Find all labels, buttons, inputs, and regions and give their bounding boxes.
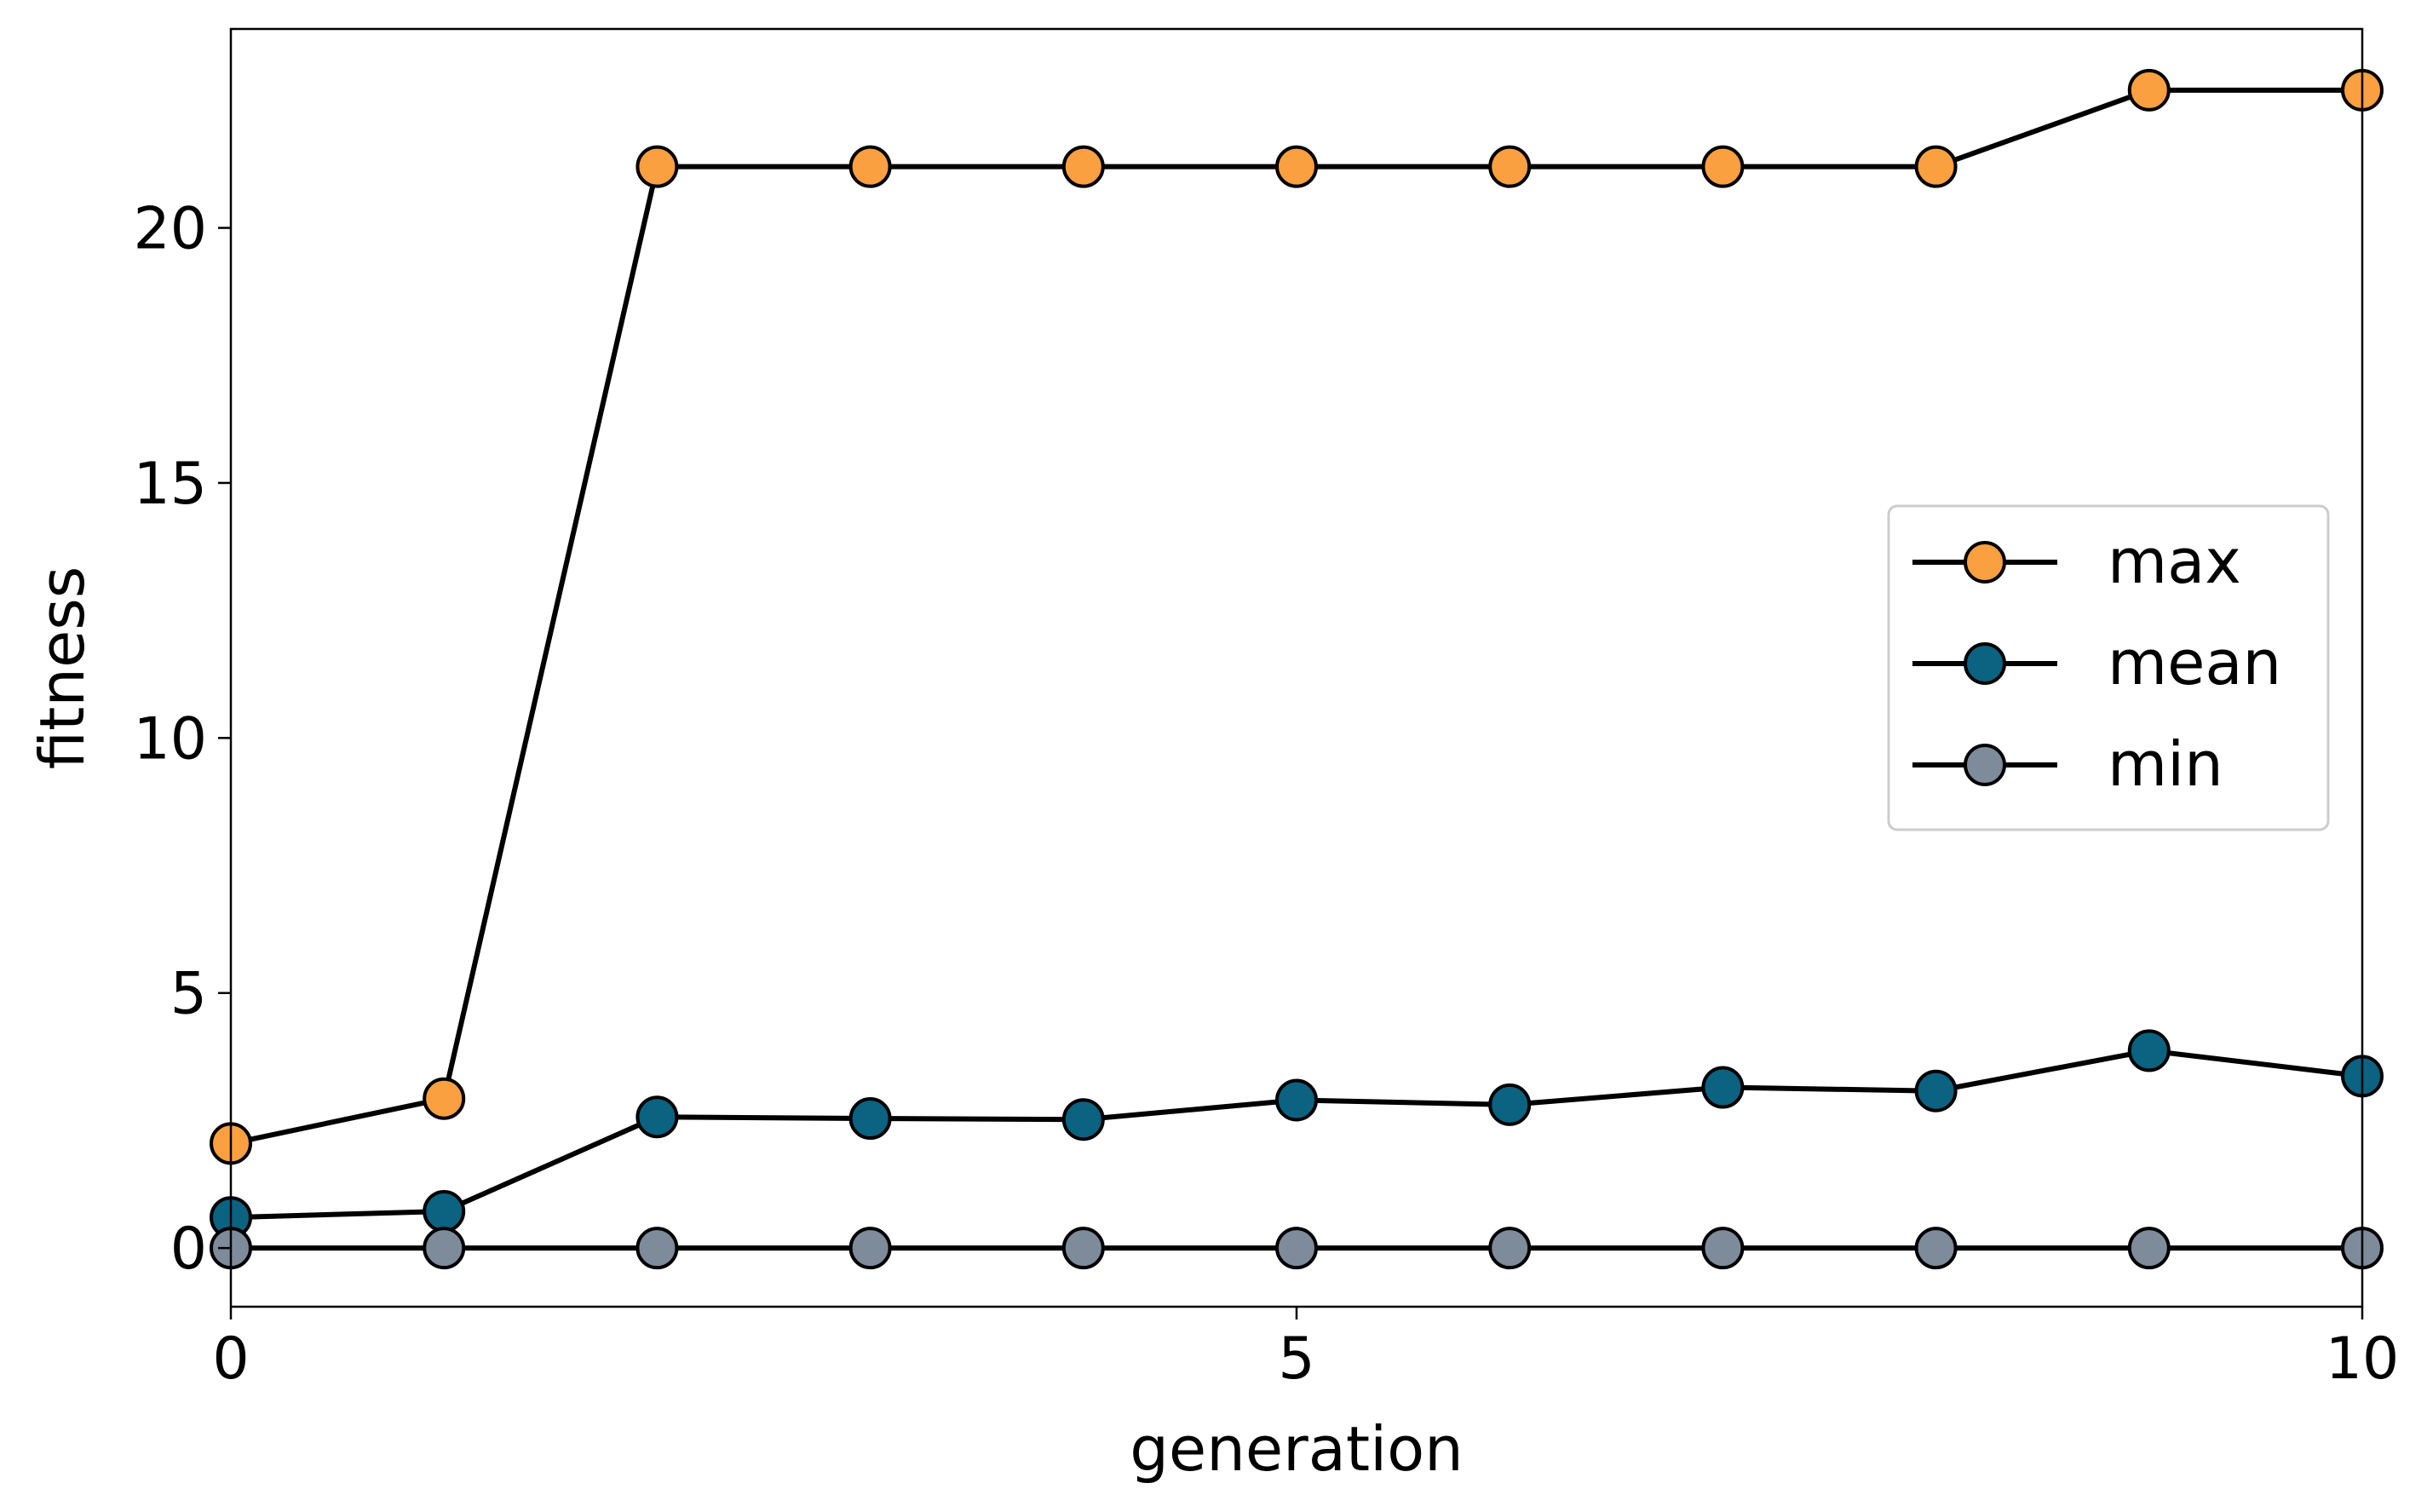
y-tick-label: 20 [133,196,207,263]
data-point-mean [848,1097,892,1141]
x-tick-label: 5 [1278,1325,1314,1393]
data-point-min [1488,1227,1532,1270]
data-point-max [423,1077,466,1120]
data-point-min [1275,1227,1318,1270]
data-point-mean [1275,1078,1318,1122]
x-axis-label: generation [1130,1413,1464,1485]
legend: max mean min [1887,504,2330,831]
data-point-min [423,1227,466,1270]
data-point-max [1275,145,1318,188]
data-point-max [1701,145,1745,188]
data-point-mean [1488,1083,1532,1126]
data-point-mean [636,1095,679,1139]
data-point-max [848,145,892,188]
y-axis-ticks: 0 5 10 15 20 [133,196,231,1283]
data-point-mean [1914,1069,1958,1112]
data-point-min [2127,1227,2171,1270]
data-point-max [2127,68,2171,112]
data-point-max [1914,145,1958,188]
y-tick-label: 10 [133,705,207,773]
data-point-max [636,145,679,188]
data-point-min [1701,1227,1745,1270]
y-tick-label: 0 [170,1216,207,1283]
data-point-min [1061,1227,1105,1270]
data-point-mean [423,1190,466,1233]
legend-label-min: min [2108,728,2223,800]
data-point-mean [1061,1098,1105,1141]
legend-marker-min [1964,744,2006,786]
x-tick-label: 10 [2326,1325,2400,1393]
legend-label-mean: mean [2108,627,2281,699]
x-axis-ticks: 0 5 10 [212,1307,2399,1393]
data-point-max [1061,145,1105,188]
y-tick-label: 15 [133,451,207,518]
legend-marker-max [1964,541,2006,584]
data-point-mean [1701,1066,1745,1109]
x-tick-label: 0 [212,1325,249,1393]
data-point-min [848,1227,892,1270]
y-axis-label: fitness [26,566,98,770]
legend-label-max: max [2108,526,2241,597]
data-point-min [636,1227,679,1270]
y-tick-label: 5 [170,961,207,1028]
legend-marker-mean [1964,642,2006,685]
data-point-max [1488,145,1532,188]
data-point-mean [2127,1029,2171,1072]
data-point-min [1914,1227,1958,1270]
